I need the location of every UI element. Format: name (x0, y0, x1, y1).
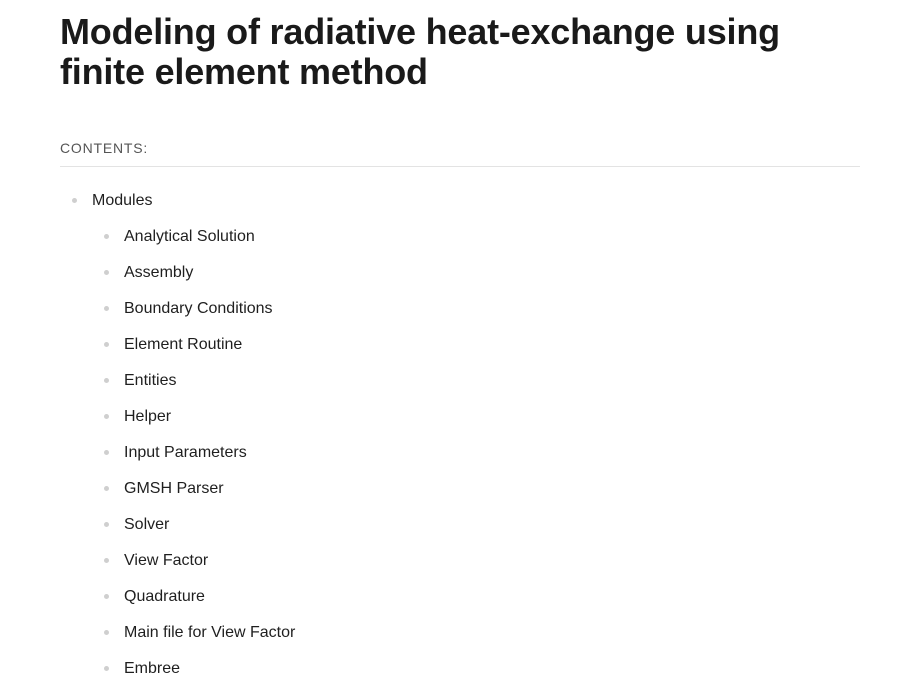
page-title: Modeling of radiative heat-exchange usin… (60, 11, 780, 92)
bullet-icon (104, 342, 109, 347)
toc-subitem-quadrature: Quadrature (92, 587, 860, 623)
toc-link-view-factor[interactable]: View Factor (124, 552, 209, 569)
toc-link-analytical-solution[interactable]: Analytical Solution (124, 228, 255, 245)
bullet-icon (104, 450, 109, 455)
toc-link-embree[interactable]: Embree (124, 660, 181, 677)
toc-link-entities[interactable]: Entities (124, 372, 177, 389)
toc-subitem-gmsh-parser: GMSH Parser (92, 479, 860, 515)
toc-link-input-parameters[interactable]: Input Parameters (124, 444, 247, 461)
bullet-icon (72, 198, 77, 203)
toc-link-quadrature[interactable]: Quadrature (124, 588, 205, 605)
bullet-icon (104, 234, 109, 239)
toc-link-main-file-for-view-factor[interactable]: Main file for View Factor (124, 624, 296, 641)
bullet-icon (104, 666, 109, 671)
toc-link-helper[interactable]: Helper (124, 408, 172, 425)
toc-link-gmsh-parser[interactable]: GMSH Parser (124, 480, 224, 497)
toc-subitem-main-file-for-view-factor: Main file for View Factor (92, 623, 860, 659)
bullet-icon (104, 306, 109, 311)
bullet-icon (104, 378, 109, 383)
toc-link-solver[interactable]: Solver (124, 516, 170, 533)
toc-subitem-solver: Solver (92, 515, 860, 551)
toc-sublist-modules: Analytical Solution Assembly Boundary Co… (92, 227, 860, 695)
bullet-icon (104, 414, 109, 419)
table-of-contents: CONTENTS: Modules Analytical Solution As… (60, 140, 860, 695)
toc-link-element-routine[interactable]: Element Routine (124, 336, 243, 353)
toc-subitem-embree: Embree (92, 659, 860, 695)
toc-link-boundary-conditions[interactable]: Boundary Conditions (124, 300, 273, 317)
toc-subitem-element-routine: Element Routine (92, 335, 860, 371)
toc-caption: CONTENTS: (60, 140, 860, 167)
toc-subitem-helper: Helper (92, 407, 860, 443)
toc-item-modules: Modules Analytical Solution Assembly Bou… (60, 191, 860, 695)
toc-subitem-boundary-conditions: Boundary Conditions (92, 299, 860, 335)
bullet-icon (104, 630, 109, 635)
bullet-icon (104, 594, 109, 599)
bullet-icon (104, 558, 109, 563)
toc-link-assembly[interactable]: Assembly (124, 264, 194, 281)
toc-subitem-assembly: Assembly (92, 263, 860, 299)
bullet-icon (104, 522, 109, 527)
bullet-icon (104, 486, 109, 491)
toc-list: Modules Analytical Solution Assembly Bou… (60, 191, 860, 695)
toc-subitem-analytical-solution: Analytical Solution (92, 227, 860, 263)
toc-subitem-input-parameters: Input Parameters (92, 443, 860, 479)
toc-subitem-view-factor: View Factor (92, 551, 860, 587)
toc-subitem-entities: Entities (92, 371, 860, 407)
toc-link-modules[interactable]: Modules (92, 192, 153, 209)
bullet-icon (104, 270, 109, 275)
